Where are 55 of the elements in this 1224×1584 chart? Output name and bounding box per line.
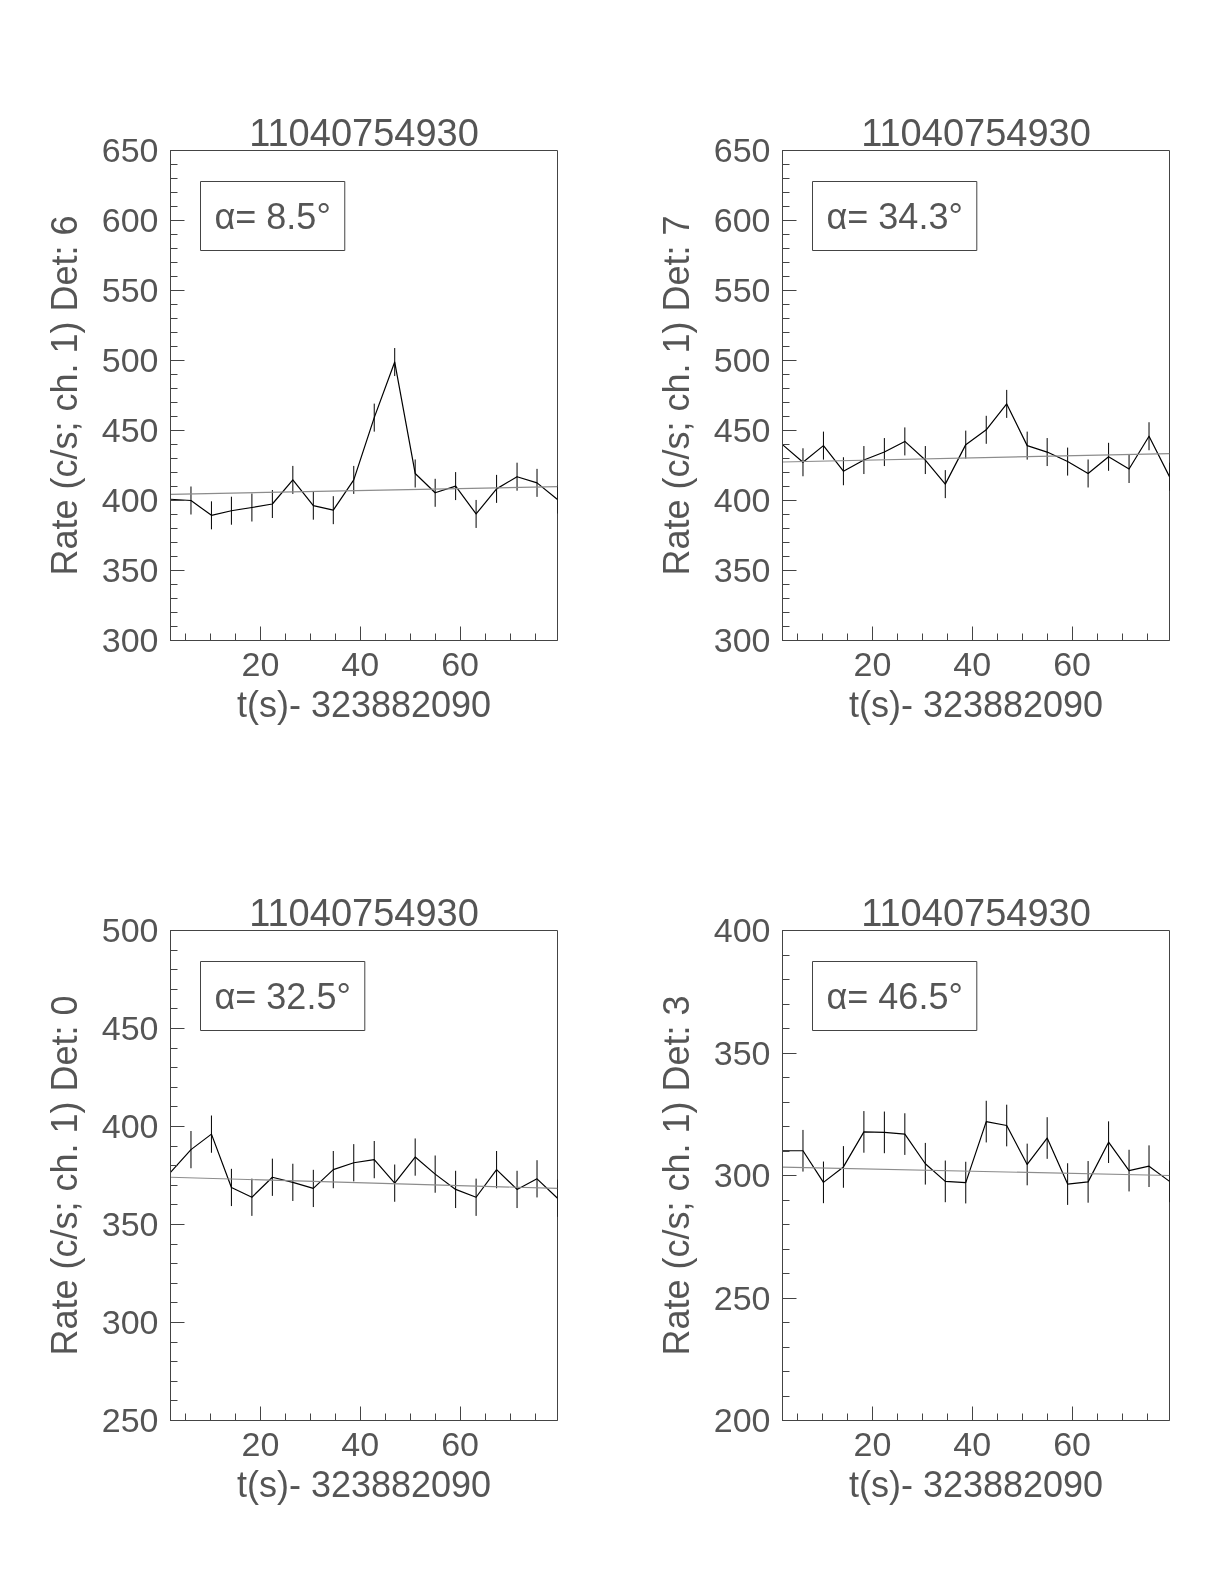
x-tick-label: 20 — [241, 1424, 280, 1463]
x-tick-label: 20 — [853, 1424, 892, 1463]
annotation: α= 34.3° — [826, 195, 963, 237]
y-axis-title: Rate (c/s; ch. 1) Det: 6 — [43, 215, 85, 576]
y-tick-label: 400 — [713, 481, 771, 519]
y-tick-label: 500 — [101, 911, 159, 949]
y-tick-label: 300 — [713, 621, 771, 659]
annotation: α= 46.5° — [826, 975, 963, 1017]
x-tick-label: 60 — [441, 1424, 480, 1463]
chart-title: 11040754930 — [249, 111, 479, 154]
y-tick-label: 300 — [101, 1303, 159, 1341]
y-tick-label: 650 — [101, 131, 159, 169]
x-tick-label: 40 — [953, 644, 992, 683]
x-axis-title: t(s)- 323882090 — [236, 1463, 492, 1505]
y-tick-label: 500 — [101, 341, 159, 379]
y-tick-label: 400 — [713, 911, 771, 949]
x-tick-label: 40 — [953, 1424, 992, 1463]
annotation: α= 8.5° — [214, 195, 331, 237]
y-tick-label: 300 — [713, 1156, 771, 1194]
x-axis-title: t(s)- 323882090 — [848, 1463, 1104, 1505]
annotation: α= 32.5° — [214, 975, 351, 1017]
x-axis-title: t(s)- 323882090 — [848, 683, 1104, 725]
chart-title: 11040754930 — [249, 891, 479, 934]
y-tick-label: 300 — [101, 621, 159, 659]
y-axis-title: Rate (c/s; ch. 1) Det: 7 — [655, 215, 697, 576]
y-tick-label: 350 — [713, 1033, 771, 1072]
y-tick-label: 650 — [713, 131, 771, 169]
x-tick-label: 60 — [1053, 1424, 1092, 1463]
y-tick-label: 350 — [713, 551, 771, 589]
y-tick-label: 450 — [713, 411, 771, 449]
y-tick-label: 600 — [101, 201, 159, 239]
y-tick-label: 200 — [713, 1401, 771, 1439]
y-tick-label: 350 — [101, 1205, 159, 1243]
x-tick-label: 60 — [441, 644, 480, 683]
chart-title: 11040754930 — [861, 111, 1091, 154]
y-tick-label: 600 — [713, 201, 771, 239]
y-tick-label: 450 — [101, 1009, 159, 1047]
y-tick-label: 400 — [101, 481, 159, 519]
y-tick-label: 400 — [101, 1107, 159, 1145]
y-tick-label: 250 — [713, 1278, 771, 1317]
y-tick-label: 500 — [713, 341, 771, 379]
chart-title: 11040754930 — [861, 891, 1091, 934]
y-tick-label: 450 — [101, 411, 159, 449]
y-tick-label: 550 — [713, 271, 771, 309]
x-axis-title: t(s)- 323882090 — [236, 683, 492, 725]
y-axis-title: Rate (c/s; ch. 1) Det: 0 — [43, 995, 85, 1356]
x-tick-label: 60 — [1053, 644, 1092, 683]
y-axis-title: Rate (c/s; ch. 1) Det: 3 — [655, 995, 697, 1356]
x-tick-label: 40 — [341, 1424, 380, 1463]
y-tick-label: 350 — [101, 551, 159, 589]
x-tick-label: 40 — [341, 644, 380, 683]
y-tick-label: 550 — [101, 271, 159, 309]
y-tick-label: 250 — [101, 1401, 159, 1439]
x-tick-label: 20 — [853, 644, 892, 683]
x-tick-label: 20 — [241, 644, 280, 683]
